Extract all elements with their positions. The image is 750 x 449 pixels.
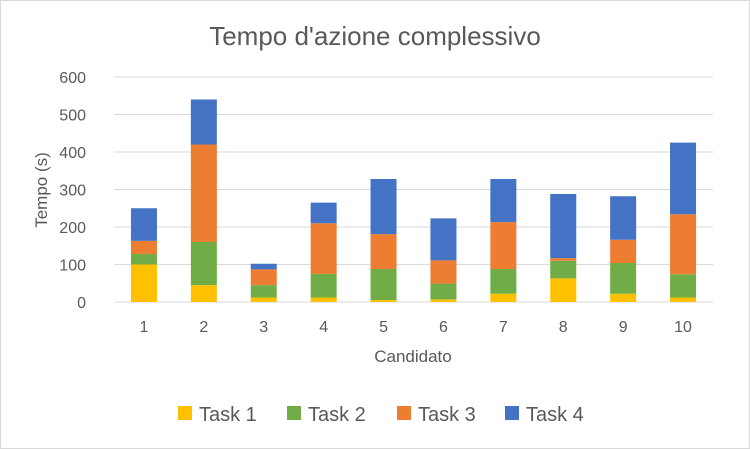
bar-segment [490,293,517,302]
bar-segment [130,208,157,241]
x-tick-label: 4 [319,319,328,336]
bar-segment [370,179,397,235]
bar-segment [670,214,697,275]
bar-segment [130,264,157,302]
bar-segment [310,202,337,224]
bar-segment [550,258,577,261]
bar-segment [490,179,517,223]
legend-swatch [287,406,301,420]
bar-segment [550,278,577,302]
bar-segment [310,297,337,302]
bar-segment [190,99,217,145]
legend-item: Task 2 [287,404,366,426]
y-tick-label: 300 [59,183,86,200]
y-tick-label: 600 [59,70,86,87]
bar-segment [190,144,217,242]
legend-item: Task 1 [178,404,257,426]
legend-label: Task 1 [199,404,257,426]
bar-segment [370,234,397,269]
legend-label: Task 2 [308,404,366,426]
bar-segment [610,263,637,294]
bar-segment [490,269,517,294]
bar-segment [250,269,277,286]
legend-item: Task 4 [505,404,584,426]
bar-segment [610,196,637,240]
bar-segment [670,297,697,302]
legend-item: Task 3 [397,404,476,426]
bar-segment [550,194,577,259]
bar-segment [370,269,397,301]
bar-segment [310,223,337,274]
x-tick-label: 8 [559,319,568,336]
bar-segment [430,260,457,284]
x-axis-label: Candidato [374,347,452,366]
x-tick-label: 9 [619,319,628,336]
bar-segment [490,222,517,269]
bar-segment [190,242,217,286]
y-tick-label: 0 [77,295,86,312]
x-tick-label: 7 [499,319,508,336]
x-tick-label: 6 [439,319,448,336]
bar-segment [250,285,277,298]
legend-label: Task 4 [526,404,584,426]
x-tick-label: 3 [259,319,268,336]
bar-segment [430,299,457,302]
y-tick-label: 100 [59,258,86,275]
legend-swatch [178,406,192,420]
y-axis-ticks: 0 100 200 300 400 500 600 [59,70,86,312]
legend-label: Task 3 [418,404,476,426]
x-tick-label: 10 [674,319,692,336]
bar-segment [310,273,337,298]
bar-segment [550,260,577,279]
bar-segment [190,285,217,302]
bar-segment [130,240,157,254]
bar-segment [370,300,397,302]
bar-segment [250,297,277,302]
x-tick-label: 5 [379,319,388,336]
y-tick-label: 400 [59,145,86,162]
bar-segment [670,142,697,215]
bar-segment [610,239,637,263]
bars [130,99,697,302]
y-tick-label: 500 [59,108,86,125]
x-tick-label: 2 [199,319,208,336]
legend-swatch [505,406,519,420]
bar-segment [610,293,637,302]
legend-swatch [397,406,411,420]
legend: Task 1 Task 2 Task 3 Task 4 [178,404,584,426]
y-axis-label: Tempo (s) [32,152,51,228]
y-tick-label: 200 [59,220,86,237]
bar-segment [250,263,277,270]
x-tick-label: 1 [139,319,148,336]
x-axis-ticks: 1 2 3 4 5 6 7 8 9 10 [139,319,692,336]
bar-segment [430,218,457,261]
chart-title: Tempo d'azione complessivo [209,21,541,51]
bar-segment [670,274,697,298]
bar-segment [430,283,457,300]
bar-segment [130,254,157,265]
